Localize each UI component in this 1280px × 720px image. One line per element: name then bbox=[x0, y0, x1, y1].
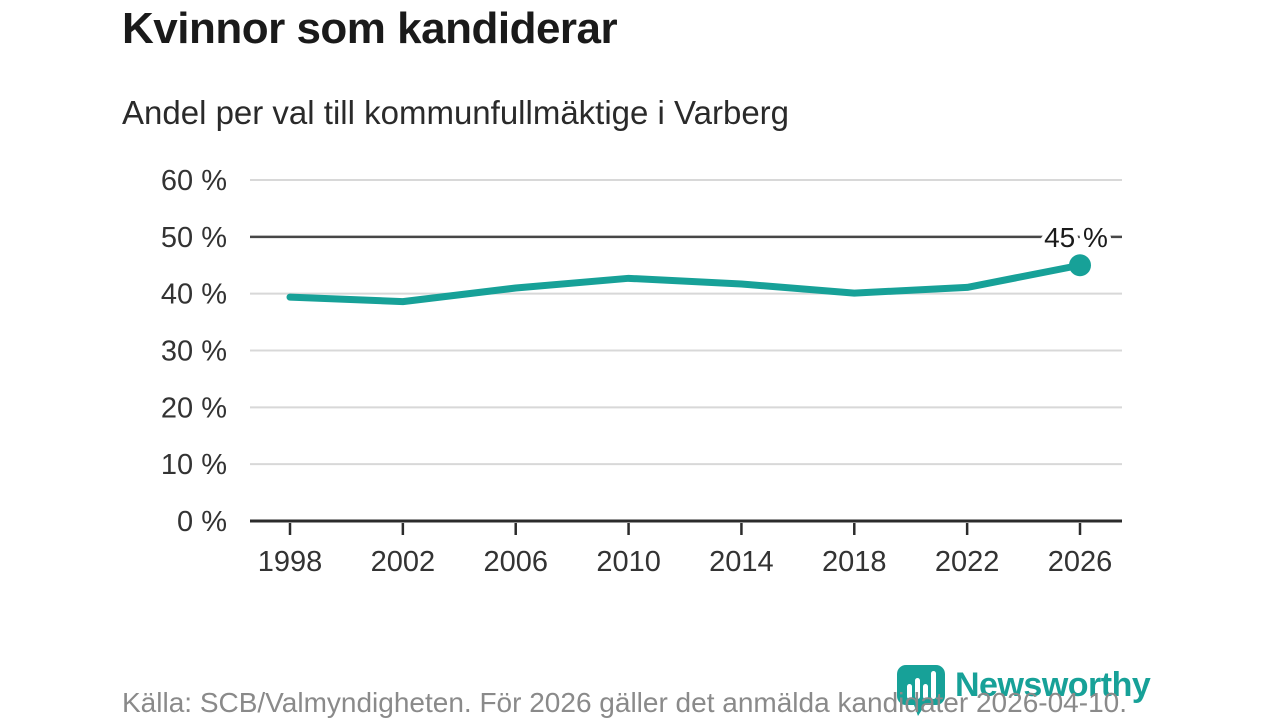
last-value-label: 45 % bbox=[1044, 222, 1108, 253]
last-point-marker bbox=[1069, 254, 1091, 277]
y-tick-label: 40 % bbox=[161, 279, 227, 311]
page-subtitle: Andel per val till kommunfullmäktige i V… bbox=[122, 94, 790, 131]
bar-chart-glyph bbox=[907, 671, 936, 699]
newsworthy-wordmark: Newsworthy bbox=[955, 666, 1151, 704]
y-tick-label: 50 % bbox=[161, 222, 227, 254]
y-tick-label: 20 % bbox=[161, 392, 227, 424]
newsworthy-pin-icon bbox=[897, 665, 945, 716]
x-tick-label: 2010 bbox=[596, 546, 661, 578]
series-line bbox=[286, 261, 1084, 306]
x-tick-label: 2018 bbox=[822, 546, 887, 578]
y-tick-label: 60 % bbox=[161, 165, 227, 197]
x-tick-label: 2006 bbox=[483, 546, 548, 578]
x-tick-label: 2014 bbox=[709, 546, 774, 578]
x-tick-label: 2002 bbox=[371, 546, 436, 578]
page-title: Kvinnor som kandiderar bbox=[122, 4, 618, 53]
newsworthy-logo-link[interactable]: Newsworthy bbox=[895, 663, 1151, 717]
y-tick-label: 0 % bbox=[177, 506, 227, 538]
x-tick-label: 2026 bbox=[1048, 546, 1113, 578]
y-tick-label: 10 % bbox=[161, 449, 227, 481]
x-tick-label: 2022 bbox=[935, 546, 1000, 578]
y-tick-label: 30 % bbox=[161, 336, 227, 368]
x-tick-label: 1998 bbox=[258, 546, 323, 578]
source-note: Källa: SCB/Valmyndigheten. För 2026 gäll… bbox=[122, 687, 1127, 718]
